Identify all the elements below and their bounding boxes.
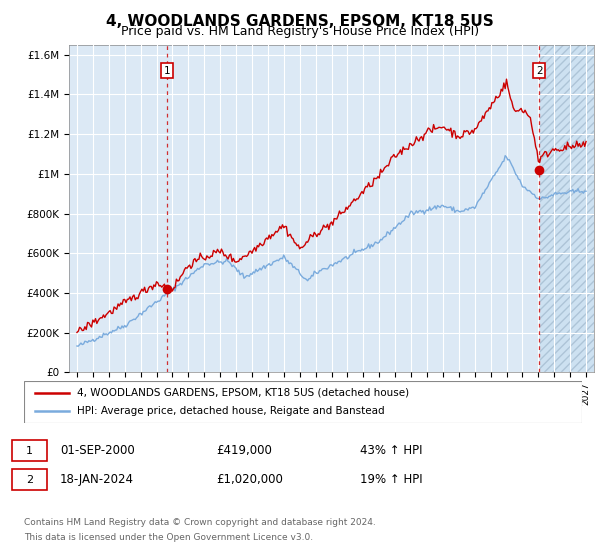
Text: 4, WOODLANDS GARDENS, EPSOM, KT18 5US: 4, WOODLANDS GARDENS, EPSOM, KT18 5US xyxy=(106,14,494,29)
Text: 2: 2 xyxy=(536,66,542,76)
Text: 4, WOODLANDS GARDENS, EPSOM, KT18 5US (detached house): 4, WOODLANDS GARDENS, EPSOM, KT18 5US (d… xyxy=(77,388,409,398)
Bar xyxy=(540,45,594,372)
Text: £1,020,000: £1,020,000 xyxy=(216,473,283,487)
Text: 43% ↑ HPI: 43% ↑ HPI xyxy=(360,444,422,458)
Text: Contains HM Land Registry data © Crown copyright and database right 2024.: Contains HM Land Registry data © Crown c… xyxy=(24,518,376,527)
Text: 19% ↑ HPI: 19% ↑ HPI xyxy=(360,473,422,487)
Text: This data is licensed under the Open Government Licence v3.0.: This data is licensed under the Open Gov… xyxy=(24,533,313,542)
Text: 2: 2 xyxy=(26,475,33,485)
FancyBboxPatch shape xyxy=(24,381,582,423)
Text: HPI: Average price, detached house, Reigate and Banstead: HPI: Average price, detached house, Reig… xyxy=(77,406,385,416)
Text: 18-JAN-2024: 18-JAN-2024 xyxy=(60,473,134,487)
Text: 1: 1 xyxy=(164,66,170,76)
Text: £419,000: £419,000 xyxy=(216,444,272,458)
Text: 01-SEP-2000: 01-SEP-2000 xyxy=(60,444,135,458)
Text: Price paid vs. HM Land Registry's House Price Index (HPI): Price paid vs. HM Land Registry's House … xyxy=(121,25,479,38)
Text: 1: 1 xyxy=(26,446,33,456)
